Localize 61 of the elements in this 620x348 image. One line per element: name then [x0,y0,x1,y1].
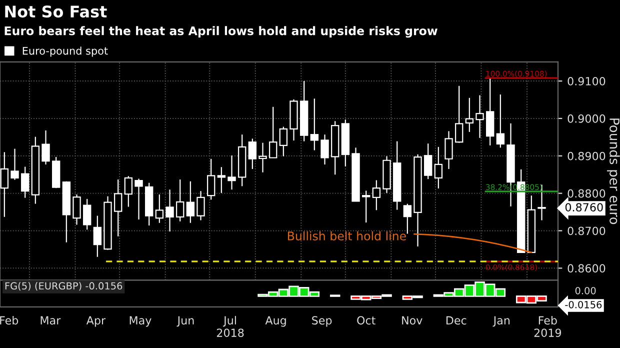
x-tick-label: Jul 2018 [216,316,244,338]
annotation: 0.8760 [565,203,603,212]
candlestick [465,97,474,132]
x-tick-label: Apr [86,316,106,327]
x-tick-label: Jan [492,316,510,327]
candlestick [248,138,257,170]
text: 0.00 [575,286,596,294]
x-tick-label: Mar [40,316,61,325]
candlestick [176,178,184,222]
annotation: FG(5) (EURGBP) -0.0156 [5,282,122,291]
candlestick [320,134,329,166]
text: -0.0156 [565,300,602,308]
x-tick-label: Jun [176,316,194,327]
y-tick-label: 0.9100 [568,77,606,86]
x-tick-label: Aug [265,316,286,327]
candlestick [124,176,133,208]
candlestick [496,94,505,148]
candlestick [206,158,216,200]
y-tick-label: 0.8600 [568,264,606,273]
candlestick [196,190,205,221]
candlestick [228,154,236,190]
candlestick [434,146,443,189]
candlestick [72,194,81,226]
candlestick [444,130,453,170]
x-tick-label: Oct [357,316,376,325]
x-tick-label: Sep [312,316,332,327]
candlestick [0,152,9,218]
candlestick [155,194,164,224]
candlestick [114,178,122,237]
candlestick [310,98,319,151]
chart-subtitle: Euro bears feel the heat as April lows hold and upside risks grow [4,26,438,38]
y-tick-label: 0.8900 [568,152,606,160]
candlestick [10,148,19,180]
candlestick [93,215,102,258]
y-tick-label: 0.8800 [568,189,606,198]
x-tick-label: Feb 2019 [534,316,562,338]
legend-label: Euro-pound spot [22,46,108,57]
x-tick-label: Dec [446,316,466,325]
candlestick [279,126,288,157]
candlestick [454,85,464,144]
candlestick [82,198,92,230]
candlestick [42,130,50,166]
candlestick [372,180,381,211]
candlestick [268,106,278,158]
x-tick-label: May [130,316,152,327]
candlestick [362,190,370,224]
y-axis-title: Pounds per euro [607,118,620,224]
candlestick [20,166,30,198]
y-tick-label: 0.9000 [568,114,606,123]
annotation: Bullish belt hold line [288,231,406,240]
chart-title: Not So Fast [5,6,107,18]
candlestick [186,180,195,224]
candlestick [424,142,432,180]
candlestick [258,142,267,173]
x-tick-label: Feb [0,316,18,325]
candlestick [217,166,226,194]
candlestick [134,178,143,220]
candlestick [166,189,174,232]
candlestick [476,94,484,138]
x-tick-label: Nov [402,316,422,325]
y-tick-label: 0.8700 [568,226,606,236]
